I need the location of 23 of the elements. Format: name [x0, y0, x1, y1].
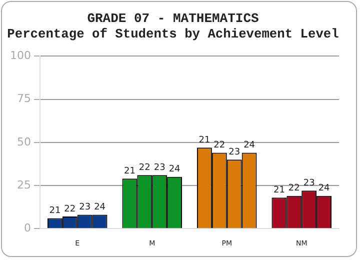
series-label: 24 [168, 164, 181, 175]
text: 22 [138, 163, 150, 173]
chart-subtitle: Percentage of Students by Achievement Level [7, 26, 340, 42]
y-tick-label: 50 [16, 135, 31, 148]
y-tick-label: 75 [16, 92, 31, 106]
text: 23 [154, 163, 166, 173]
text: 21 [124, 166, 136, 176]
text: 23 [303, 178, 315, 189]
text: 24 [318, 184, 330, 194]
series-label: 23 [228, 147, 240, 158]
text: 24 [244, 140, 256, 151]
y-tick-label: 0 [24, 221, 31, 234]
text: 24 [94, 202, 106, 213]
text: 23 [79, 202, 91, 213]
y-tick-label: 25 [16, 178, 31, 192]
text: 22 [288, 184, 300, 194]
series-label: 21 [49, 206, 61, 216]
y-tick-label: 100 [10, 49, 31, 62]
text: 21 [273, 185, 285, 196]
text: 22 [214, 140, 226, 151]
series-label: 22 [64, 204, 76, 214]
text: 21 [198, 135, 210, 146]
chart-title: GRADE 07 - MATHEMATICS [87, 11, 260, 26]
